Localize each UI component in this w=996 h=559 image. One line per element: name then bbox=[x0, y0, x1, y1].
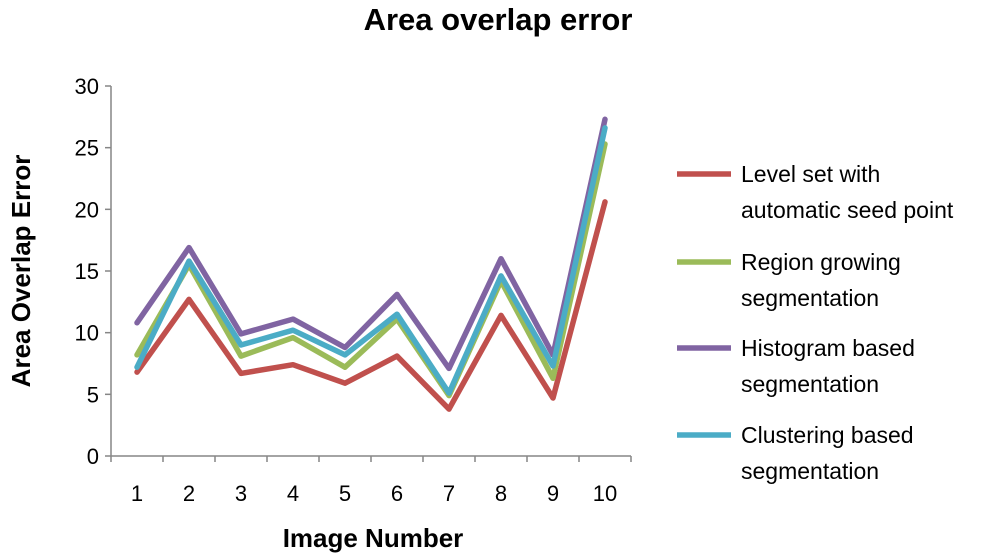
legend-label: Histogram based bbox=[741, 335, 915, 361]
data-point bbox=[238, 371, 244, 376]
y-tick-label: 20 bbox=[75, 197, 99, 222]
data-point bbox=[238, 353, 244, 359]
data-point bbox=[342, 381, 348, 386]
x-axis-title: Image Number bbox=[283, 523, 464, 553]
series-line-1 bbox=[134, 199, 608, 412]
data-point bbox=[186, 258, 192, 264]
y-tick-label: 25 bbox=[75, 136, 99, 161]
legend-label: segmentation bbox=[741, 371, 879, 397]
series-line-4 bbox=[134, 125, 608, 396]
data-point bbox=[498, 256, 504, 261]
y-tick-label: 0 bbox=[87, 444, 99, 469]
data-point bbox=[446, 366, 452, 371]
x-tick-label: 1 bbox=[131, 481, 143, 506]
x-tick-label: 4 bbox=[287, 481, 299, 506]
y-axis-title: Area Overlap Error bbox=[6, 155, 36, 388]
data-point bbox=[186, 245, 192, 250]
data-point bbox=[290, 362, 296, 367]
data-point bbox=[134, 369, 140, 375]
data-point bbox=[498, 273, 504, 279]
y-tick-label: 15 bbox=[75, 259, 99, 284]
data-point bbox=[394, 311, 400, 317]
legend-label: Region growing bbox=[741, 249, 901, 275]
data-point bbox=[134, 320, 140, 325]
data-point bbox=[134, 365, 140, 370]
data-point bbox=[602, 125, 608, 131]
axes: 0 5 10 15 20 25 30 1 2 3 4 5 6 7 8 9 10 Image Number Area … bbox=[6, 74, 632, 553]
x-tick-label: 7 bbox=[443, 481, 455, 506]
data-point bbox=[446, 390, 452, 396]
x-tick-label: 8 bbox=[495, 481, 507, 506]
data-point bbox=[550, 376, 556, 381]
data-point bbox=[290, 335, 296, 340]
data-point bbox=[290, 316, 296, 322]
y-tick-label: 10 bbox=[75, 321, 99, 346]
y-tick-label: 30 bbox=[75, 74, 99, 99]
legend-label: automatic seed point bbox=[741, 197, 954, 223]
data-point bbox=[342, 365, 348, 370]
x-tick-label: 6 bbox=[391, 481, 403, 506]
y-tick-label: 5 bbox=[87, 382, 99, 407]
legend-label: Level set with bbox=[741, 161, 880, 187]
data-point bbox=[186, 297, 192, 302]
data-point bbox=[342, 352, 348, 358]
legend-label: segmentation bbox=[741, 285, 879, 311]
data-point bbox=[550, 395, 556, 401]
data-point bbox=[446, 406, 452, 412]
x-tick-label: 9 bbox=[547, 481, 559, 506]
legend: Level set with automatic seed point Region… bbox=[677, 161, 954, 484]
series-layer bbox=[134, 116, 608, 412]
data-point bbox=[602, 199, 608, 205]
data-point bbox=[342, 345, 348, 350]
x-tick-label: 5 bbox=[339, 481, 351, 506]
data-point bbox=[394, 353, 400, 359]
series-line-2 bbox=[134, 141, 608, 399]
data-point bbox=[498, 313, 504, 318]
data-point bbox=[290, 328, 296, 333]
data-point bbox=[134, 352, 140, 358]
legend-label: Clustering based bbox=[741, 422, 914, 448]
x-tick-label: 3 bbox=[235, 481, 247, 506]
data-point bbox=[238, 331, 244, 337]
data-point bbox=[550, 363, 556, 369]
chart-title: Area overlap error bbox=[363, 2, 633, 37]
x-tick-label: 10 bbox=[593, 481, 617, 506]
data-point bbox=[394, 292, 400, 297]
series-line-3 bbox=[134, 116, 608, 372]
legend-label: segmentation bbox=[741, 458, 879, 484]
data-point bbox=[238, 342, 244, 348]
data-point bbox=[602, 117, 608, 122]
x-tick-label: 2 bbox=[183, 481, 195, 506]
